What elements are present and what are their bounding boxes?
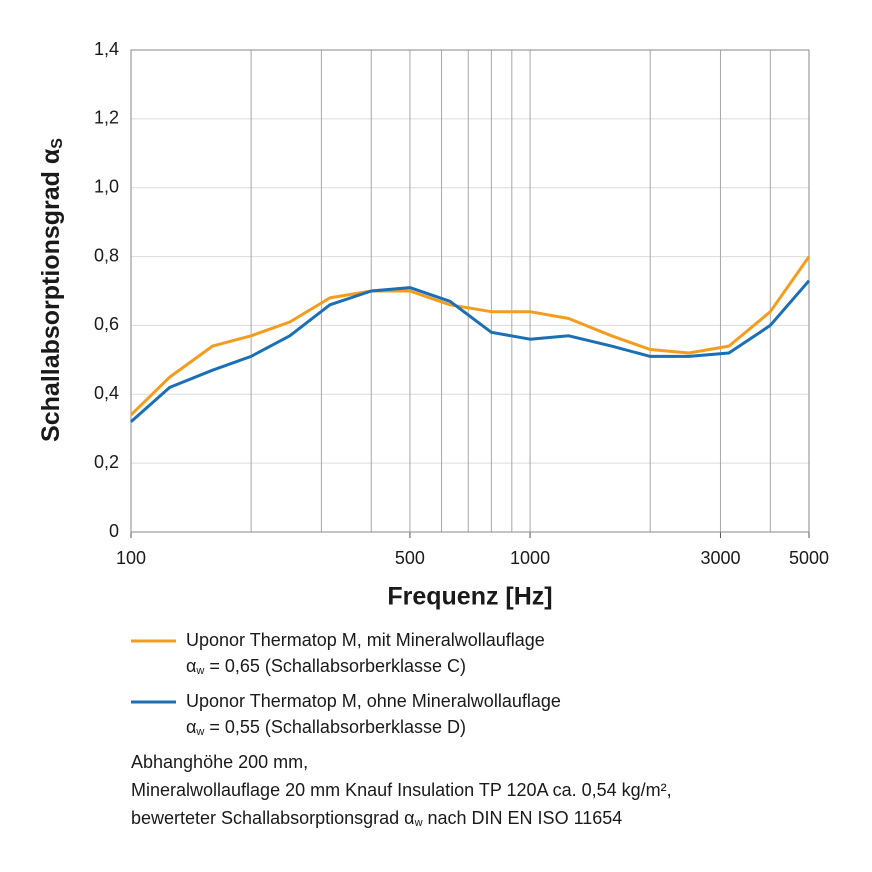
legend-note-text: = 0,65 (Schallabsorberklasse C)	[204, 656, 466, 676]
y-tick-label: 1,0	[94, 176, 119, 196]
footnote-line: bewerteter Schallabsorptionsgrad αw nach…	[131, 808, 622, 829]
legend-note-symbol: α	[186, 656, 196, 676]
y-axis-label-sub: S	[49, 138, 66, 149]
legend-note-text: = 0,55 (Schallabsorberklasse D)	[204, 717, 466, 737]
y-tick-label: 0	[109, 521, 119, 541]
y-tick-label: 0,4	[94, 383, 119, 403]
legend-note: αw = 0,65 (Schallabsorberklasse C)	[186, 656, 466, 677]
y-axis-label: Schallabsorptionsgrad αS	[37, 138, 67, 442]
x-tick-label: 100	[116, 548, 146, 568]
x-tick-label: 5000	[789, 548, 829, 568]
y-tick-label: 0,8	[94, 245, 119, 265]
x-tick-label: 3000	[700, 548, 740, 568]
x-tick-label: 1000	[510, 548, 550, 568]
x-axis-label: Frequenz [Hz]	[387, 583, 552, 611]
y-tick-label: 0,2	[94, 452, 119, 472]
legend-note-sub: w	[195, 726, 204, 738]
footnote-text: nach DIN EN ISO 11654	[423, 808, 623, 828]
y-tick-label: 1,4	[94, 39, 119, 59]
y-tick-label: 0,6	[94, 314, 119, 334]
y-axis-label-text: Schallabsorptionsgrad α	[37, 148, 65, 442]
data-line	[130, 279, 811, 423]
footnote-sub: w	[414, 817, 423, 829]
x-tick-label: 500	[395, 548, 425, 568]
data-line	[129, 255, 811, 416]
legend-label: Uponor Thermatop M, mit Mineralwollaufla…	[186, 630, 545, 650]
legend-note: αw = 0,55 (Schallabsorberklasse D)	[186, 717, 466, 738]
y-tick-label: 1,2	[94, 108, 119, 128]
legend-label: Uponor Thermatop M, ohne Mineralwollaufl…	[186, 691, 561, 711]
legend-note-sub: w	[195, 665, 204, 677]
legend-note-symbol: α	[186, 717, 196, 737]
footnote-text: bewerteter Schallabsorptionsgrad α	[131, 808, 415, 828]
footnote-line: Mineralwollauflage 20 mm Knauf Insulatio…	[131, 780, 672, 800]
footnote-line: Abhanghöhe 200 mm,	[131, 752, 308, 772]
plot-frame	[130, 49, 810, 533]
